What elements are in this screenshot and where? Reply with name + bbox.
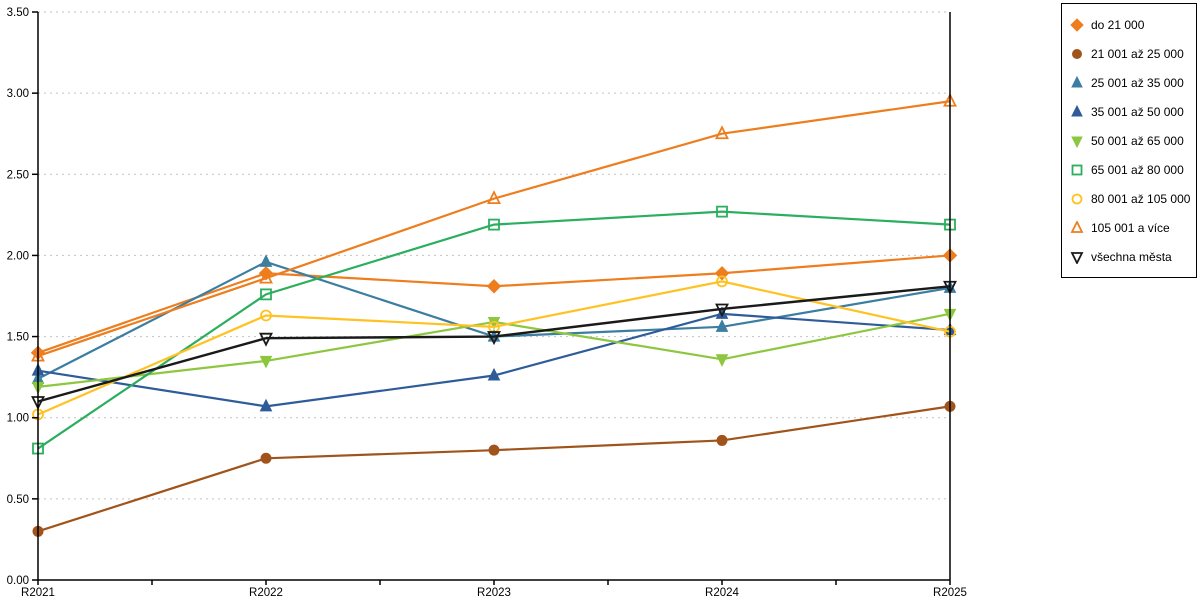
legend-marker-icon [1071, 136, 1083, 148]
legend-label: do 21 000 [1091, 17, 1145, 32]
svg-text:2.50: 2.50 [7, 169, 29, 181]
legend-item[interactable]: všechna města [1070, 242, 1190, 271]
legend-item[interactable]: 21 001 až 25 000 [1070, 39, 1190, 68]
legend-label: 105 001 a více [1091, 220, 1170, 235]
legend-label: všechna města [1091, 249, 1172, 264]
legend-marker-icon [1071, 164, 1083, 175]
y-axis: 0.00 0.50 1.00 1.50 2.00 2.50 3.00 3.50 [7, 7, 38, 587]
legend-marker-icon [1070, 251, 1084, 264]
series-1 [32, 400, 956, 537]
series-8 [31, 280, 957, 410]
legend: do 21 000 21 001 až 25 000 25 001 až 35 … [1061, 3, 1197, 278]
legend-marker-icon [1070, 220, 1084, 233]
legend-marker-icon [1071, 193, 1083, 204]
svg-text:0.50: 0.50 [7, 494, 29, 506]
legend-item[interactable]: 35 001 až 50 000 [1070, 97, 1190, 126]
legend-label: 50 001 až 65 000 [1091, 133, 1184, 148]
legend-item[interactable]: 25 001 až 35 000 [1070, 68, 1190, 97]
series-3 [31, 306, 957, 412]
legend-label: 21 001 až 25 000 [1091, 46, 1184, 61]
legend-item[interactable]: 65 001 až 80 000 [1070, 155, 1190, 184]
legend-marker-icon [1071, 75, 1083, 87]
svg-text:R2023: R2023 [477, 587, 511, 599]
svg-text:R2025: R2025 [933, 587, 967, 599]
svg-text:R2024: R2024 [705, 587, 739, 599]
svg-text:R2022: R2022 [249, 587, 283, 599]
svg-text:R2021: R2021 [21, 587, 55, 599]
legend-marker-icon [1070, 17, 1084, 32]
svg-text:1.00: 1.00 [7, 413, 29, 425]
svg-text:3.50: 3.50 [7, 7, 29, 19]
legend-label: 25 001 až 35 000 [1091, 75, 1184, 90]
svg-text:3.00: 3.00 [7, 88, 29, 100]
svg-text:2.00: 2.00 [7, 250, 29, 262]
legend-marker-icon [1072, 48, 1082, 59]
axes [37, 12, 951, 581]
x-axis: R2021 R2022 R2023 R2024 R2025 [21, 580, 967, 599]
legend-item[interactable]: 105 001 a více [1070, 213, 1190, 242]
legend-label: 80 001 až 105 000 [1091, 191, 1191, 206]
series-6 [32, 275, 956, 421]
legend-marker-icon [1071, 104, 1083, 116]
legend-item[interactable]: 50 001 až 65 000 [1070, 126, 1190, 155]
legend-label: 35 001 až 50 000 [1091, 104, 1184, 119]
legend-item[interactable]: do 21 000 [1070, 10, 1190, 39]
legend-item[interactable]: 80 001 až 105 000 [1070, 184, 1190, 213]
svg-text:1.50: 1.50 [7, 332, 29, 344]
legend-label: 65 001 až 80 000 [1091, 162, 1184, 177]
svg-text:0.00: 0.00 [7, 575, 29, 587]
